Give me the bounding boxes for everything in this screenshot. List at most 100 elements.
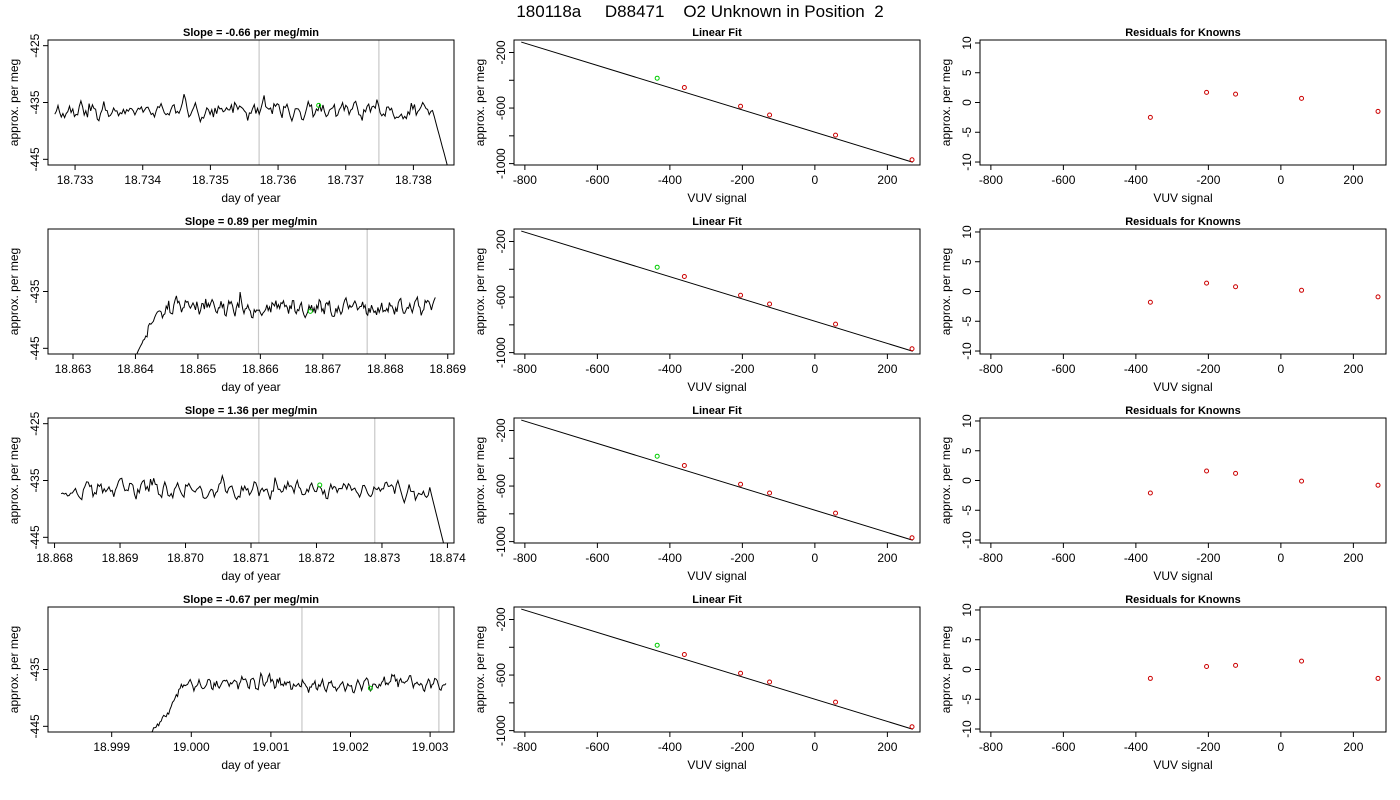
y-axis-label: approx. per meg bbox=[7, 437, 21, 524]
y-tick-label: -5 bbox=[960, 316, 974, 327]
known-point bbox=[681, 85, 687, 90]
residual-point bbox=[1299, 95, 1305, 101]
panel-title: Linear Fit bbox=[692, 405, 742, 417]
y-tick-label: -445 bbox=[28, 714, 42, 738]
panel-1-0: Slope = 0.89 per meg/min 18.863 18.864 18.8… bbox=[7, 216, 466, 394]
y-axis-label: approx. per meg bbox=[473, 248, 487, 335]
known-point bbox=[681, 274, 687, 279]
plot-area bbox=[135, 229, 436, 354]
panel-title: Slope = -0.66 per meg/min bbox=[183, 27, 319, 39]
y-axis-label: approx. per meg bbox=[7, 59, 21, 146]
plot-frame bbox=[47, 417, 455, 544]
panel-3-0: Slope = -0.67 per meg/min 18.999 19.000 19.… bbox=[7, 594, 455, 772]
x-tick-label: -400 bbox=[658, 362, 682, 376]
x-tick-label: 18.874 bbox=[429, 551, 466, 565]
x-tick-label: 0 bbox=[812, 551, 819, 565]
y-axis-label: approx. per meg bbox=[939, 59, 953, 146]
x-axis-label: VUV signal bbox=[1153, 569, 1212, 583]
panel-3-1: Linear Fit -800 -600 -400 -200 0 200 -1000 -600 -… bbox=[473, 594, 921, 772]
x-tick-label: -800 bbox=[513, 362, 537, 376]
x-tick-label: 18.736 bbox=[260, 173, 297, 187]
known-point bbox=[909, 346, 915, 352]
plot-frame bbox=[979, 228, 1387, 355]
x-tick-label: 18.864 bbox=[117, 362, 154, 376]
known-point bbox=[738, 670, 744, 676]
y-tick-label: -600 bbox=[494, 285, 508, 309]
unknown-marker-point bbox=[317, 482, 323, 488]
panel-0-2: Residuals for Knowns -800 -600 -400 -200 0 200… bbox=[939, 27, 1387, 205]
y-tick-label: -1000 bbox=[494, 715, 508, 746]
x-tick-label: 18.868 bbox=[36, 551, 73, 565]
residual-point bbox=[1375, 294, 1381, 300]
x-tick-label: -800 bbox=[979, 551, 1003, 565]
plot-area bbox=[1147, 658, 1381, 681]
x-tick-label: 18.999 bbox=[93, 740, 130, 754]
plot-area bbox=[1147, 280, 1381, 305]
y-tick-label: -1000 bbox=[494, 337, 508, 368]
unknown-point bbox=[654, 264, 660, 270]
residual-point bbox=[1233, 662, 1239, 668]
y-tick-label: -1000 bbox=[494, 148, 508, 179]
y-tick-label: 10 bbox=[960, 414, 974, 428]
x-tick-label: -400 bbox=[1124, 740, 1148, 754]
y-tick-label: -445 bbox=[28, 525, 42, 549]
time-series-line bbox=[60, 473, 445, 543]
x-tick-label: 19.000 bbox=[173, 740, 210, 754]
panel-title: Residuals for Knowns bbox=[1125, 405, 1241, 417]
x-tick-label: -600 bbox=[585, 173, 609, 187]
plot-area bbox=[150, 607, 447, 732]
x-tick-label: 19.001 bbox=[253, 740, 290, 754]
y-tick-label: -5 bbox=[960, 505, 974, 516]
x-tick-label: 200 bbox=[877, 362, 897, 376]
x-tick-label: -400 bbox=[658, 173, 682, 187]
plot-area bbox=[521, 419, 915, 541]
y-tick-label: -600 bbox=[494, 663, 508, 687]
x-tick-label: 18.873 bbox=[364, 551, 401, 565]
x-tick-label: 18.734 bbox=[124, 173, 161, 187]
plot-area bbox=[1147, 468, 1381, 496]
x-tick-label: -800 bbox=[979, 173, 1003, 187]
plot-area bbox=[521, 608, 915, 730]
plot-frame bbox=[979, 39, 1387, 166]
plot-area bbox=[1147, 89, 1381, 120]
y-axis-label: approx. per meg bbox=[473, 437, 487, 524]
x-tick-label: 0 bbox=[1278, 551, 1285, 565]
x-axis-label: day of year bbox=[221, 191, 280, 205]
x-axis-label: VUV signal bbox=[687, 758, 746, 772]
x-tick-label: 18.871 bbox=[233, 551, 270, 565]
y-axis-label: approx. per meg bbox=[939, 437, 953, 524]
x-tick-label: -400 bbox=[1124, 362, 1148, 376]
y-tick-label: 10 bbox=[960, 225, 974, 239]
panel-2-2: Residuals for Knowns -800 -600 -400 -200 0 200… bbox=[939, 405, 1387, 583]
y-tick-label: -445 bbox=[28, 147, 42, 171]
x-tick-label: 18.868 bbox=[367, 362, 404, 376]
residual-point bbox=[1375, 108, 1381, 114]
residual-point bbox=[1204, 664, 1210, 670]
residual-point bbox=[1204, 89, 1210, 95]
y-tick-label: -600 bbox=[494, 96, 508, 120]
unknown-point bbox=[654, 642, 660, 648]
panel-2-1: Linear Fit -800 -600 -400 -200 0 200 -1000 -600 -… bbox=[473, 405, 921, 583]
x-tick-label: 18.737 bbox=[327, 173, 364, 187]
x-tick-label: -400 bbox=[1124, 551, 1148, 565]
y-tick-label: -435 bbox=[28, 90, 42, 114]
x-tick-label: -600 bbox=[585, 362, 609, 376]
x-tick-label: 200 bbox=[877, 173, 897, 187]
x-tick-label: -200 bbox=[1196, 362, 1220, 376]
y-tick-label: -435 bbox=[28, 657, 42, 681]
plot-frame bbox=[47, 39, 455, 166]
y-tick-label: 5 bbox=[960, 258, 974, 265]
x-tick-label: -600 bbox=[585, 740, 609, 754]
panel-3-2: Residuals for Knowns -800 -600 -400 -200 0 200… bbox=[939, 594, 1387, 772]
x-tick-label: 0 bbox=[812, 362, 819, 376]
x-axis-label: VUV signal bbox=[1153, 758, 1212, 772]
y-axis-label: approx. per meg bbox=[7, 626, 21, 713]
x-tick-label: 18.863 bbox=[55, 362, 92, 376]
x-axis-label: VUV signal bbox=[687, 569, 746, 583]
y-tick-label: -200 bbox=[494, 40, 508, 64]
panel-0-0: Slope = -0.66 per meg/min 18.733 18.734 18.… bbox=[7, 27, 455, 205]
plot-frame bbox=[47, 606, 455, 733]
plot-area bbox=[521, 230, 915, 352]
x-tick-label: -600 bbox=[585, 551, 609, 565]
known-point bbox=[767, 679, 773, 685]
